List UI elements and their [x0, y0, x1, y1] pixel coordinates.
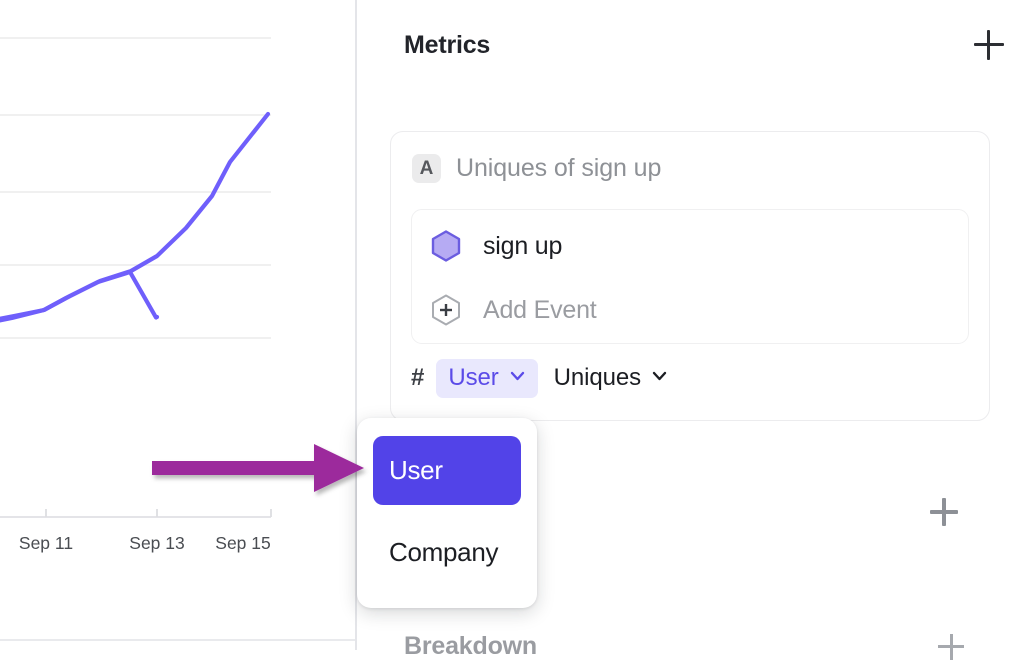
add-breakdown-plus-icon[interactable] — [938, 633, 964, 660]
measure-select-value: Uniques — [553, 363, 641, 391]
chevron-down-icon — [650, 366, 669, 390]
aggregation-row: # User Uniques — [411, 358, 675, 398]
hash-icon: # — [411, 364, 425, 391]
hexagon-filled-icon — [429, 229, 463, 263]
chevron-down-icon — [508, 366, 527, 390]
metric-title: Uniques of sign up — [456, 154, 662, 182]
events-card: sign up Add Event — [411, 209, 969, 344]
pane-divider — [355, 0, 357, 650]
chart-gridlines — [0, 37, 271, 339]
add-event-row[interactable]: Add Event — [429, 290, 597, 330]
add-event-label: Add Event — [483, 295, 597, 324]
metric-title-row: A Uniques of sign up — [412, 154, 661, 183]
x-tick-label: Sep 13 — [129, 533, 184, 553]
measure-select[interactable]: Uniques — [548, 359, 675, 398]
event-row[interactable]: sign up — [429, 226, 562, 266]
chart-x-axis — [0, 509, 272, 518]
dropdown-option-user[interactable]: User — [373, 436, 521, 505]
scope-select[interactable]: User — [436, 358, 538, 398]
x-tick-label: Sep 15 — [215, 533, 270, 553]
breakdown-section-header: Breakdown — [404, 632, 964, 661]
metric-letter-badge: A — [412, 154, 441, 183]
metric-card: A Uniques of sign up sign up — [390, 131, 990, 421]
line-chart: Sep 11 Sep 13 Sep 15 — [0, 37, 355, 641]
hexagon-plus-icon — [429, 293, 463, 327]
chart-pane: Sep 11 Sep 13 Sep 15 — [0, 0, 355, 650]
chart-series-line — [0, 269, 160, 321]
breakdown-title: Breakdown — [404, 632, 537, 660]
page-title: Metrics — [404, 30, 491, 59]
add-metric-plus-icon[interactable] — [974, 30, 1004, 60]
scope-dropdown-menu: User Company — [357, 418, 537, 608]
scope-select-value: User — [448, 363, 499, 391]
add-section-plus-icon[interactable] — [930, 498, 958, 526]
chart-series-line-main — [0, 111, 271, 323]
x-tick-label: Sep 11 — [19, 533, 73, 553]
metrics-panel-header: Metrics — [404, 26, 1004, 64]
event-label: sign up — [483, 231, 563, 260]
dropdown-option-company[interactable]: Company — [389, 537, 499, 567]
